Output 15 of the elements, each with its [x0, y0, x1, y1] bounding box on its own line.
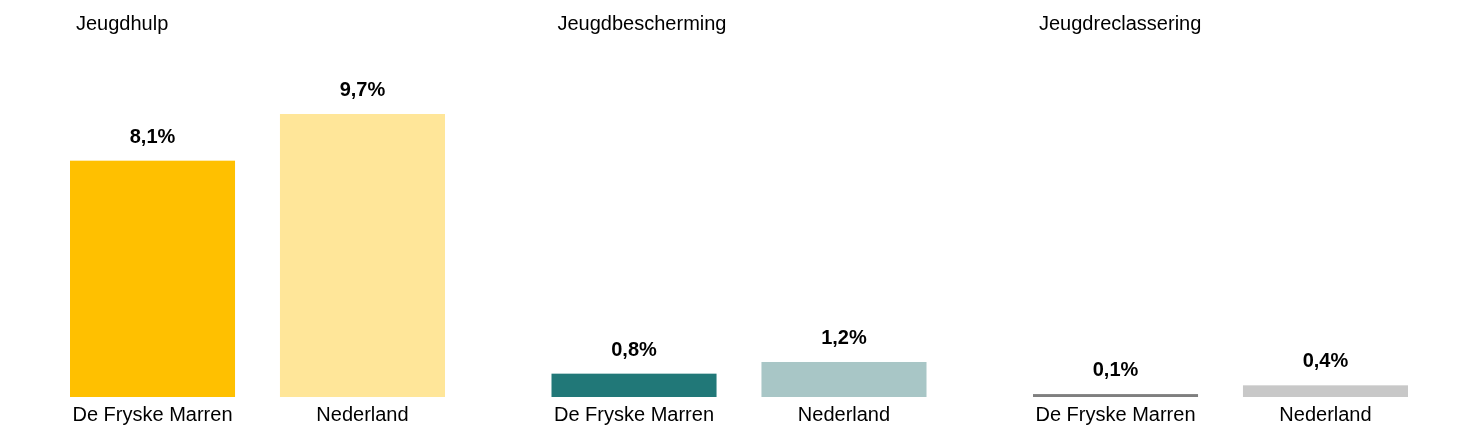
chart-title: Jeugdhulp: [76, 12, 169, 34]
data-label: 0,8%: [611, 337, 658, 360]
x-tick-label: De Fryske Marren: [1035, 403, 1196, 425]
data-label: 8,1%: [129, 124, 176, 147]
x-tick-label: De Fryske Marren: [554, 403, 715, 425]
data-label: 0,4%: [1302, 349, 1349, 372]
chart-title: Jeugdreclassering: [1039, 12, 1202, 34]
chart-title: Jeugdbescherming: [557, 12, 727, 34]
x-tick-label: Nederland: [316, 403, 409, 425]
x-tick-label: Nederland: [1279, 403, 1372, 425]
data-label: 0,1%: [1092, 358, 1139, 381]
data-label: 1,2%: [821, 325, 867, 348]
x-tick-label: Nederland: [797, 403, 891, 425]
data-label: 9,7%: [339, 78, 386, 100]
x-tick-label: De Fryske Marren: [72, 403, 233, 425]
